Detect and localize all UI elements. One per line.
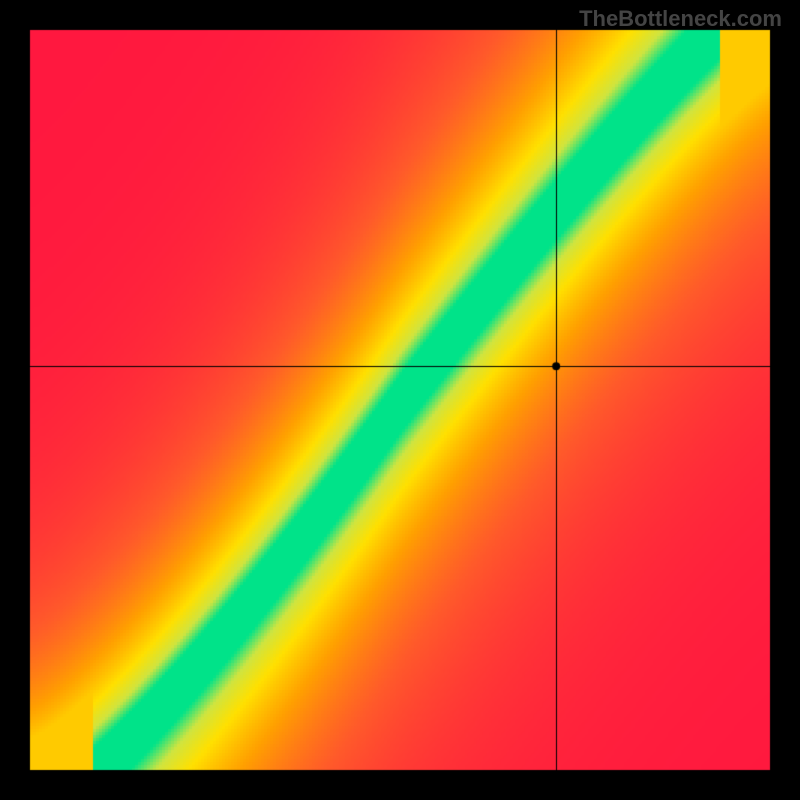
watermark-text: TheBottleneck.com <box>579 6 782 32</box>
chart-container: TheBottleneck.com <box>0 0 800 800</box>
bottleneck-heatmap-canvas <box>0 0 800 800</box>
